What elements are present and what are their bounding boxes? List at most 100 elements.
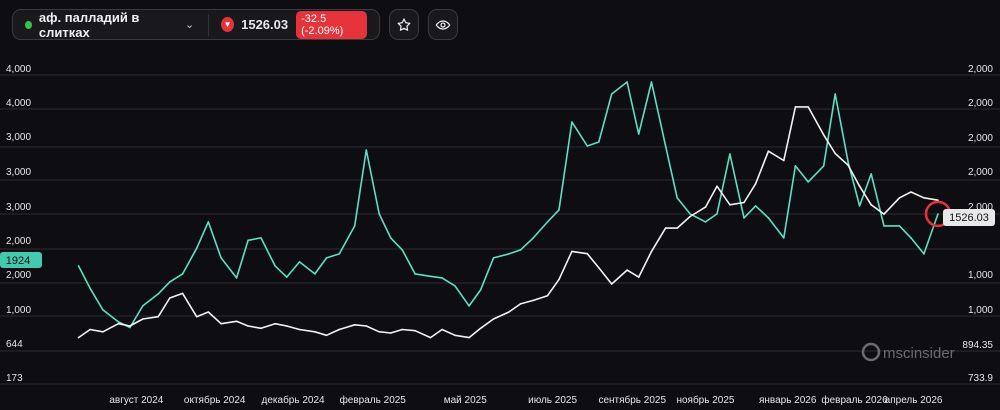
- data-point: [468, 336, 470, 339]
- data-point: [454, 285, 456, 287]
- data-point: [637, 276, 640, 278]
- eye-icon: [435, 19, 451, 30]
- data-point: [247, 239, 249, 242]
- chevron-down-icon[interactable]: ⌄: [185, 19, 195, 31]
- left-current-label-bg: [0, 252, 42, 268]
- data-point: [401, 328, 404, 331]
- data-point: [598, 266, 600, 269]
- data-point: [519, 303, 522, 305]
- right-axis-tick: 894.35: [962, 340, 993, 351]
- data-point: [338, 328, 341, 331]
- data-point: [767, 217, 770, 219]
- data-point: [298, 328, 301, 331]
- data-point: [365, 325, 368, 327]
- data-point: [519, 249, 522, 251]
- data-point: [260, 327, 262, 330]
- instrument-name: аф. палладий в слитках: [38, 9, 140, 40]
- left-axis-tick: 4,000: [6, 64, 31, 75]
- data-point: [181, 273, 184, 275]
- data-point: [314, 273, 316, 275]
- data-point: [586, 252, 589, 255]
- favorite-button[interactable]: [389, 9, 419, 40]
- data-point: [794, 106, 797, 108]
- watermark-icon: [861, 342, 881, 362]
- x-axis-tick: август 2024: [109, 395, 163, 406]
- data-point: [870, 204, 872, 206]
- divider: [208, 13, 210, 36]
- right-axis-tick: 733.9: [968, 373, 993, 384]
- data-point: [883, 213, 885, 215]
- data-point: [532, 237, 535, 239]
- data-point: [807, 106, 809, 108]
- left-axis-tick: 3,000: [6, 132, 31, 143]
- data-point: [883, 225, 885, 227]
- data-point: [492, 318, 495, 320]
- data-point: [571, 121, 573, 123]
- right-current-label: 1526.03: [949, 212, 989, 224]
- data-point: [129, 325, 131, 327]
- data-point: [898, 225, 901, 227]
- data-point: [704, 221, 707, 223]
- data-point: [743, 217, 745, 219]
- data-point: [117, 322, 120, 325]
- data-point: [910, 191, 912, 193]
- data-point: [260, 237, 262, 239]
- data-point: [729, 153, 731, 155]
- data-point: [353, 225, 356, 227]
- data-point: [220, 257, 222, 259]
- right-axis-tick: 2,000: [968, 98, 993, 109]
- data-point: [729, 204, 731, 206]
- data-point: [822, 165, 825, 167]
- data-point: [169, 281, 171, 283]
- left-axis-tick: 3,000: [6, 202, 31, 213]
- data-point: [822, 134, 825, 136]
- left-axis-tick: 2,000: [6, 270, 31, 281]
- data-point: [626, 81, 628, 83]
- data-point: [274, 322, 276, 325]
- data-point: [858, 205, 861, 207]
- data-point: [716, 185, 718, 187]
- data-point: [546, 221, 549, 223]
- star-icon: [397, 17, 411, 31]
- toolbar: аф. палладий в слитках ⌄ ▼ 1526.03 -32.5…: [12, 9, 458, 40]
- data-point: [783, 237, 785, 239]
- data-point: [274, 265, 276, 267]
- data-point: [923, 253, 925, 255]
- price-change-badge: -32.5 (-2.09%): [296, 10, 367, 39]
- data-point: [689, 215, 691, 218]
- data-point: [508, 253, 510, 255]
- data-point: [129, 326, 131, 329]
- data-point: [754, 183, 757, 185]
- instrument-selector[interactable]: аф. палладий в слитках ⌄ ▼ 1526.03 -32.5…: [12, 9, 380, 40]
- data-point: [389, 332, 392, 334]
- x-axis-tick: январь 2026: [759, 395, 817, 406]
- data-point: [142, 305, 144, 307]
- data-point: [285, 276, 288, 278]
- data-point: [117, 321, 120, 323]
- data-point: [365, 149, 368, 151]
- x-axis-tick: декабрь 2024: [262, 394, 326, 406]
- watch-button[interactable]: [428, 9, 458, 40]
- x-axis-tick: февраль 2025: [340, 394, 407, 406]
- data-point: [389, 237, 392, 239]
- data-point: [325, 257, 328, 259]
- data-point: [181, 292, 184, 295]
- right-axis-tick: 2,000: [968, 64, 993, 75]
- x-axis-tick: октябрь 2024: [184, 394, 246, 406]
- right-axis-tick: 2,000: [968, 133, 993, 144]
- x-axis-tick: июль 2025: [528, 395, 577, 406]
- data-point: [870, 173, 872, 175]
- data-point: [454, 334, 456, 337]
- data-point: [743, 201, 745, 204]
- right-current-label-bg: [943, 209, 995, 226]
- data-point: [468, 305, 470, 307]
- data-point: [898, 197, 901, 199]
- data-point: [441, 328, 443, 331]
- data-point: [142, 318, 144, 320]
- data-point: [479, 327, 482, 330]
- data-point: [807, 181, 809, 183]
- data-point: [834, 93, 836, 95]
- data-point: [834, 152, 836, 155]
- left-axis-tick: 644: [6, 339, 23, 350]
- data-point: [794, 165, 797, 167]
